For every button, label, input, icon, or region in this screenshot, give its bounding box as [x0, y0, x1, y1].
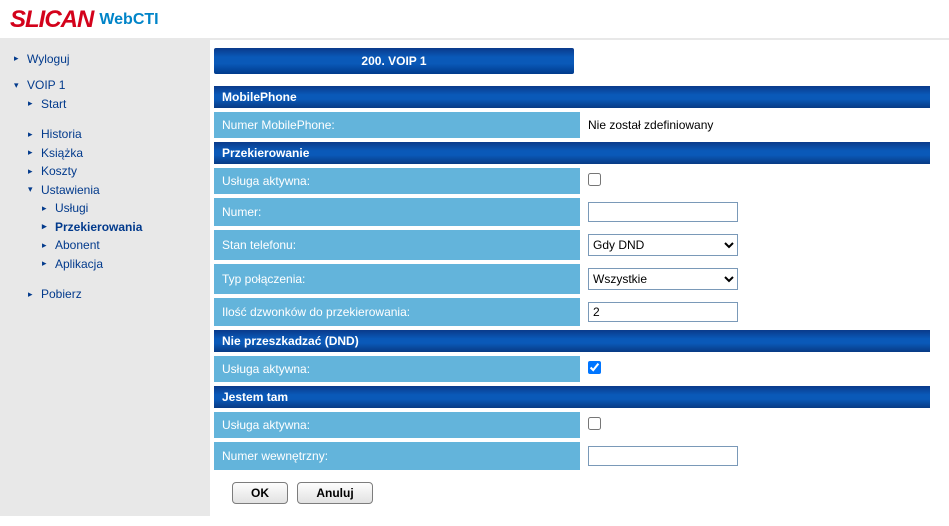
row-iam-ext: Numer wewnętrzny: [214, 442, 930, 470]
bullet-icon [28, 289, 37, 300]
product-name: WebCTI [99, 11, 158, 29]
sidebar-item-label: VOIP 1 [27, 78, 65, 92]
bullet-icon [28, 166, 37, 177]
bullet-icon [42, 221, 51, 232]
sidebar-item-ustawienia: Ustawienia Usługi [28, 181, 200, 272]
cancel-button[interactable]: Anuluj [297, 482, 372, 504]
bullet-icon [14, 53, 23, 64]
sidebar-item-logout: Wyloguj [14, 50, 200, 67]
content: 200. VOIP 1 MobilePhone Numer MobilePhon… [210, 40, 949, 516]
field-label: Usługa aktywna: [214, 356, 580, 382]
sidebar-item-pobierz: Pobierz [28, 286, 200, 303]
bullet-icon [42, 240, 51, 251]
sidebar-item-label: Pobierz [41, 287, 82, 301]
row-dnd-active: Usługa aktywna: [214, 356, 930, 382]
field-label: Numer: [214, 198, 580, 226]
forwarding-type-select[interactable]: Wszystkie [588, 268, 738, 290]
bullet-icon [28, 98, 37, 109]
row-forwarding-rings: Ilość dzwonków do przekierowania: [214, 298, 930, 326]
sidebar-item-label: Wyloguj [27, 52, 70, 66]
sidebar-item-label: Ustawienia [41, 183, 100, 197]
sidebar-item-label: Start [41, 97, 66, 111]
brand-logo: SLICAN [10, 6, 93, 34]
field-label: Ilość dzwonków do przekierowania: [214, 298, 580, 326]
iam-active-checkbox[interactable] [588, 417, 601, 430]
field-label: Stan telefonu: [214, 230, 580, 260]
forwarding-active-checkbox[interactable] [588, 173, 601, 186]
logout-link[interactable]: Wyloguj [14, 51, 70, 67]
forwarding-number-input[interactable] [588, 202, 738, 222]
row-forwarding-number: Numer: [214, 198, 930, 226]
section-header-mobilephone: MobilePhone [214, 86, 930, 108]
sidebar-item-label: Książka [41, 146, 83, 160]
forwarding-state-select[interactable]: Gdy DND [588, 234, 738, 256]
row-forwarding-state: Stan telefonu: Gdy DND [214, 230, 930, 260]
sidebar-item-label: Aplikacja [55, 257, 103, 271]
field-label: Typ połączenia: [214, 264, 580, 294]
sidebar-item-root: VOIP 1 Start Historia [14, 77, 200, 303]
sidebar-item-koszty: Koszty [28, 163, 200, 180]
sidebar-item-historia: Historia [28, 126, 200, 143]
row-mobilephone-number: Numer MobilePhone: Nie został zdefiniowa… [214, 112, 930, 138]
sidebar-item-label: Przekierowania [55, 220, 142, 234]
expand-icon [28, 184, 37, 195]
sidebar-item-aplikacja: Aplikacja [42, 255, 200, 272]
field-label: Numer MobilePhone: [214, 112, 580, 138]
bullet-icon [42, 258, 51, 269]
section-header-forwarding: Przekierowanie [214, 142, 930, 164]
ok-button[interactable]: OK [232, 482, 288, 504]
sidebar-item-label: Abonent [55, 238, 100, 252]
bullet-icon [28, 129, 37, 140]
expand-icon [14, 80, 23, 91]
forwarding-rings-input[interactable] [588, 302, 738, 322]
field-label: Usługa aktywna: [214, 168, 580, 194]
sidebar-item-label: Koszty [41, 164, 77, 178]
row-forwarding-type: Typ połączenia: Wszystkie [214, 264, 930, 294]
section-header-iam: Jestem tam [214, 386, 930, 408]
row-forwarding-active: Usługa aktywna: [214, 168, 930, 194]
bullet-icon [28, 147, 37, 158]
settings-form: MobilePhone Numer MobilePhone: Nie zosta… [214, 82, 930, 474]
field-label: Usługa aktywna: [214, 412, 580, 438]
mobilephone-number-value: Nie został zdefiniowany [588, 116, 713, 134]
sidebar-item-start: Start [28, 95, 200, 112]
sidebar: Wyloguj VOIP 1 Start [0, 40, 210, 516]
sidebar-item-uslugi: Usługi [42, 200, 200, 217]
sidebar-item-label: Usługi [55, 201, 88, 215]
button-row: OK Anuluj [214, 482, 949, 504]
sidebar-item-przekierowania: Przekierowania [42, 218, 200, 235]
sidebar-item-abonent: Abonent [42, 237, 200, 254]
section-header-dnd: Nie przeszkadzać (DND) [214, 330, 930, 352]
field-label: Numer wewnętrzny: [214, 442, 580, 470]
logo-bar: SLICAN WebCTI [0, 0, 949, 38]
page-title: 200. VOIP 1 [214, 48, 574, 74]
dnd-active-checkbox[interactable] [588, 361, 601, 374]
row-iam-active: Usługa aktywna: [214, 412, 930, 438]
bullet-icon [42, 203, 51, 214]
sidebar-item-label: Historia [41, 127, 82, 141]
iam-ext-input[interactable] [588, 446, 738, 466]
sidebar-item-ksiazka: Książka [28, 144, 200, 161]
root-link[interactable]: VOIP 1 [14, 77, 65, 93]
